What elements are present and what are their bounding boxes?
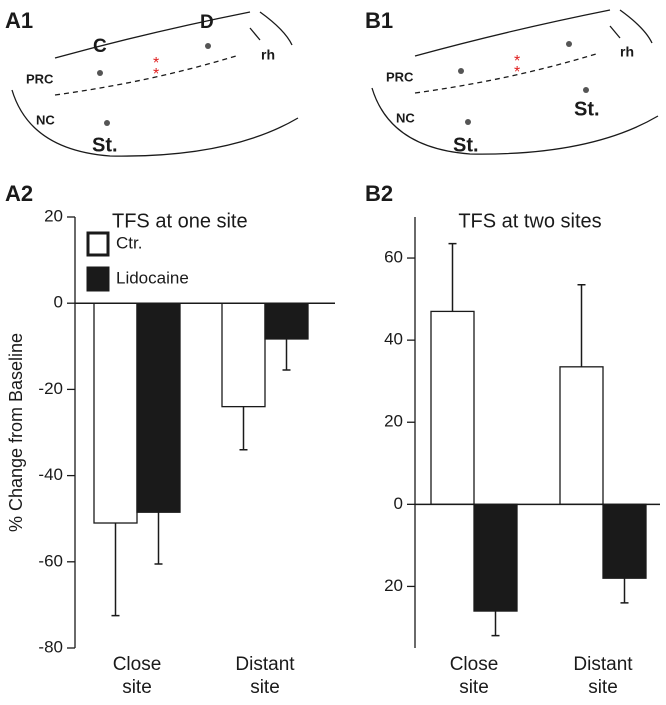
electrode [458, 68, 464, 74]
electrode [104, 120, 110, 126]
y-tick-label: -80 [38, 637, 63, 656]
panel-label: A2 [5, 181, 33, 206]
bar [136, 302, 181, 513]
bar [473, 503, 518, 612]
y-tick-label: -20 [38, 379, 63, 398]
asterisk: * [514, 64, 520, 81]
region-label: PRC [386, 69, 414, 84]
error-bar [577, 283, 586, 367]
cortex-line [414, 9, 611, 57]
bar [559, 366, 604, 505]
rh-line [609, 25, 621, 39]
electrode [205, 43, 211, 49]
x-tick-label: Close site [449, 654, 499, 698]
x-tick-label: Distant site [235, 654, 295, 698]
error-bar [491, 611, 500, 637]
rh-line [249, 27, 261, 41]
asterisk: * [514, 53, 520, 70]
electrode [465, 119, 471, 125]
electrode-label: St. [453, 134, 479, 156]
y-tick-label: 0 [394, 494, 403, 513]
legend-label: Lidocaine [116, 268, 189, 287]
electrode-label: St. [92, 134, 118, 156]
panel-label: B2 [365, 181, 393, 206]
region-label: NC [396, 110, 415, 125]
bar [602, 503, 647, 579]
error-bar [620, 578, 629, 604]
y-tick-label: -60 [38, 551, 63, 570]
y-axis-label: % Change from Baseline [6, 333, 26, 532]
outer-line [371, 87, 659, 155]
chart-title: TFS at one site [112, 210, 248, 232]
y-tick-label: 20 [384, 576, 403, 595]
electrode [566, 41, 572, 47]
x-tick-label: Distant site [573, 654, 633, 698]
panel-label: B1 [365, 8, 393, 33]
region-label: PRC [26, 71, 54, 86]
electrode-label: St. [574, 98, 600, 120]
diagram-a1 [11, 11, 299, 157]
asterisk: * [153, 55, 159, 72]
error-bar [282, 338, 291, 371]
error-bar [111, 523, 120, 617]
region-label: NC [36, 112, 55, 127]
diagram-b1 [371, 9, 659, 155]
y-tick-label: 0 [54, 293, 63, 312]
legend-swatch [86, 266, 110, 292]
dashed-line [54, 55, 237, 96]
electrode [583, 87, 589, 93]
error-bar [154, 512, 163, 565]
y-tick-label: 20 [384, 412, 403, 431]
legend-label: Ctr. [116, 233, 142, 252]
error-bar [448, 242, 457, 312]
error-bar [239, 406, 248, 451]
panel-label: A1 [5, 8, 33, 33]
legend-swatch [86, 231, 110, 257]
site-label: C [93, 36, 107, 57]
asterisk: * [153, 66, 159, 83]
outer-line [11, 89, 299, 157]
cortex-line [54, 11, 251, 59]
bar [264, 302, 309, 340]
y-tick-label: 20 [44, 206, 63, 225]
site-label: D [200, 12, 214, 33]
outer-top [259, 11, 293, 46]
y-tick-label: -40 [38, 465, 63, 484]
bar [221, 302, 266, 408]
region-label: rh [620, 44, 634, 60]
bar [93, 302, 138, 524]
x-tick-label: Close site [112, 654, 162, 698]
outer-top [619, 9, 653, 44]
chart-title: TFS at two sites [458, 210, 601, 232]
y-tick-label: 40 [384, 330, 403, 349]
region-label: rh [261, 47, 275, 63]
bar [430, 310, 475, 505]
y-tick-label: 60 [384, 248, 403, 267]
dashed-line [414, 53, 597, 94]
electrode [97, 70, 103, 76]
